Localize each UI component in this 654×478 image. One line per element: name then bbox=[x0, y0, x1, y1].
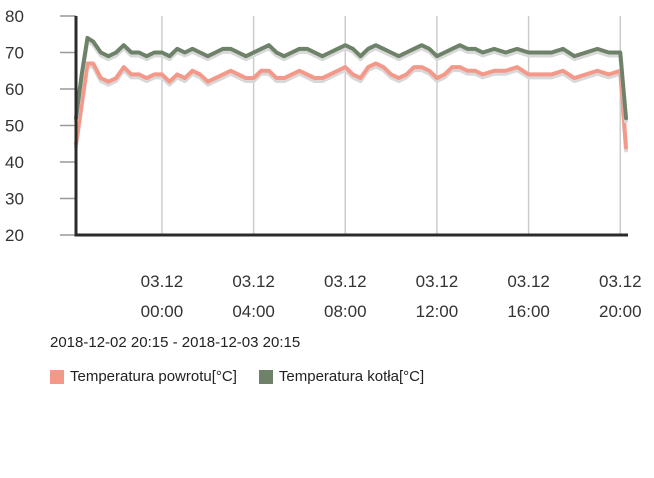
time-range-label: 2018-12-02 20:15 - 2018-12-03 20:15 bbox=[50, 334, 301, 351]
x-tick-label-date: 03.12 bbox=[416, 272, 459, 291]
y-tick-label: 30 bbox=[5, 190, 24, 209]
y-tick-label: 50 bbox=[5, 117, 24, 136]
series-boiler-temperature-shadow bbox=[74, 38, 628, 124]
series-boiler-temperature-line[interactable] bbox=[74, 35, 628, 121]
x-tick-label-time: 16:00 bbox=[507, 302, 550, 321]
y-tick-label: 60 bbox=[5, 80, 24, 99]
x-axis-ticks: 03.12 00:00 03.12 04:00 03.12 08:00 03.12 12:00… bbox=[141, 272, 642, 321]
y-tick-label: 40 bbox=[5, 153, 24, 172]
x-tick-label-time: 08:00 bbox=[324, 302, 367, 321]
x-tick-label-date: 03.12 bbox=[232, 272, 275, 291]
legend-label-boiler-temperature: Temperatura kotła[°C] bbox=[278, 368, 425, 385]
legend-item-boiler-temperature[interactable]: Temperatura kotła[°C] bbox=[258, 368, 425, 385]
legend-label-return-temperature: Temperatura powrotu[°C] bbox=[70, 368, 237, 385]
series-return-temperature-shadow bbox=[74, 64, 628, 153]
series-lines bbox=[74, 35, 628, 153]
axes bbox=[74, 16, 628, 237]
legend: Temperatura powrotu[°C] Temperatura kotł… bbox=[50, 368, 446, 385]
x-tick-label-time: 20:00 bbox=[599, 302, 642, 321]
legend-swatch-boiler-temperature bbox=[258, 369, 273, 384]
x-tick-label-date: 03.12 bbox=[507, 272, 550, 291]
legend-swatch-return-temperature bbox=[50, 369, 64, 384]
y-axis-ticks: 20 30 40 50 60 70 80 bbox=[5, 7, 76, 245]
x-tick-label-date: 03.12 bbox=[599, 272, 642, 291]
x-tick-label-time: 12:00 bbox=[416, 302, 459, 321]
y-tick-label: 20 bbox=[5, 226, 24, 245]
x-tick-label-time: 04:00 bbox=[232, 302, 275, 321]
x-tick-label-date: 03.12 bbox=[141, 272, 184, 291]
series-return-temperature-line[interactable] bbox=[74, 61, 628, 150]
x-tick-label-date: 03.12 bbox=[324, 272, 367, 291]
x-tick-label-time: 00:00 bbox=[141, 302, 184, 321]
y-tick-label: 80 bbox=[5, 7, 24, 26]
legend-item-return-temperature[interactable]: Temperatura powrotu[°C] bbox=[50, 368, 237, 385]
y-tick-label: 70 bbox=[5, 44, 24, 63]
